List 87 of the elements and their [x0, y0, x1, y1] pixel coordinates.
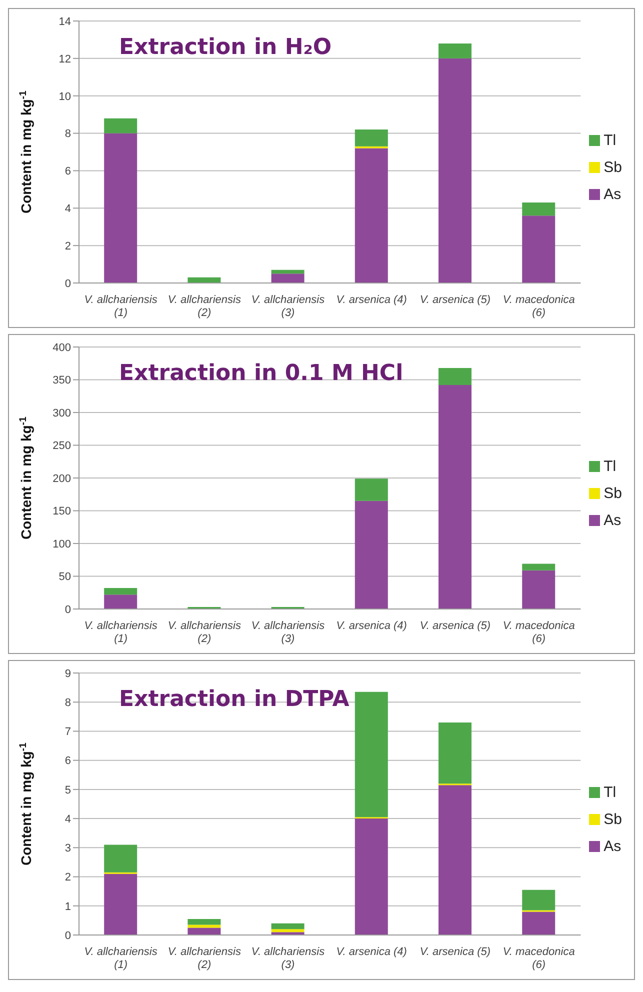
legend-label: Sb: [602, 810, 622, 828]
legend-label: As: [602, 512, 622, 528]
x-tick-label: V. allchariensis (2): [168, 946, 242, 971]
x-tick-label: V. allchariensis (3): [251, 620, 326, 645]
legend-label: Tl: [602, 132, 618, 148]
y-tick-label: 10: [58, 90, 71, 103]
legend-label: As: [602, 838, 622, 854]
bar: [354, 500, 388, 609]
x-tick-label: V. arsenica (4): [336, 946, 408, 958]
y-tick-label: 2: [64, 240, 71, 252]
y-tick-label: 2: [64, 872, 71, 884]
y-tick-label: 7: [64, 726, 71, 738]
text: Extraction in H₂O: [119, 35, 332, 60]
bar: [438, 722, 472, 784]
y-tick-label: 9: [64, 668, 71, 680]
bar: [438, 43, 472, 58]
x-tick-label: V. macedonica (6): [502, 294, 575, 319]
y-tick-label: 0: [64, 278, 71, 290]
y-tick-label: 12: [58, 53, 71, 66]
legend-label: Tl: [602, 458, 618, 474]
bar: [188, 928, 221, 935]
y-tick-label: 3: [64, 842, 71, 855]
y-tick-label: 4: [64, 813, 71, 826]
bar: [104, 844, 138, 872]
y-tick-label: 0: [64, 604, 71, 616]
bar: [438, 58, 472, 283]
bar: [104, 588, 138, 595]
bar: [271, 274, 304, 283]
x-tick-label: V. arsenica (4): [336, 294, 408, 306]
bar: [188, 918, 221, 925]
bar: [104, 133, 138, 283]
y-tick-label: 350: [52, 374, 71, 387]
bar: [354, 148, 388, 283]
y-tick-label: 150: [52, 506, 71, 518]
y-tick-label: 0: [64, 930, 71, 942]
y-tick-label: 4: [64, 203, 71, 216]
x-tick-label: V. allchariensis (2): [168, 294, 242, 319]
y-tick-label: 8: [64, 697, 71, 710]
bar: [522, 890, 556, 910]
bar: [438, 785, 472, 935]
x-tick-label: V. allchariensis (3): [251, 294, 326, 319]
x-tick-label: V. arsenica (4): [336, 620, 408, 632]
y-tick-label: 100: [52, 538, 71, 550]
bar: [354, 818, 388, 935]
bar: [522, 202, 556, 216]
x-tick-label: V. allchariensis (1): [84, 294, 158, 319]
bar: [104, 594, 138, 609]
bar: [104, 118, 138, 134]
y-tick-label: 200: [52, 472, 71, 485]
bar: [354, 692, 388, 818]
x-tick-label: V. allchariensis (2): [168, 620, 242, 645]
bar: [522, 570, 556, 609]
legend-label: Sb: [602, 158, 622, 176]
y-tick-label: 14: [58, 16, 71, 28]
bar: [438, 384, 472, 609]
bar: [354, 130, 388, 146]
bar: [522, 216, 556, 283]
legend-label: Tl: [602, 784, 618, 800]
bar: [438, 368, 472, 385]
y-tick-label: 250: [52, 440, 71, 452]
y-tick-label: 8: [64, 128, 71, 140]
x-tick-label: V. arsenica (5): [420, 946, 491, 958]
y-tick-label: 1: [64, 900, 71, 913]
x-tick-label: V. macedonica (6): [502, 620, 575, 645]
x-tick-label: V. allchariensis (3): [251, 946, 326, 971]
x-tick-label: V. macedonica (6): [502, 946, 575, 971]
x-tick-label: V. arsenica (5): [420, 294, 491, 306]
x-tick-label: V. allchariensis (1): [84, 620, 158, 645]
bar: [271, 929, 304, 932]
bar: [271, 270, 304, 274]
x-tick-label: V. allchariensis (1): [84, 946, 158, 971]
legend-label: As: [602, 186, 622, 202]
text: Extraction in DTPA: [119, 687, 350, 712]
bar: [104, 874, 138, 935]
y-tick-label: 400: [52, 342, 71, 354]
x-tick-label: V. arsenica (5): [420, 620, 491, 632]
text: Extraction in 0.1 M HCl: [119, 361, 404, 386]
bar: [522, 564, 556, 570]
bar: [522, 912, 556, 935]
y-tick-label: 6: [64, 755, 71, 768]
y-tick-label: 6: [64, 166, 71, 178]
y-tick-label: 5: [64, 784, 71, 796]
y-tick-label: 300: [52, 407, 71, 420]
legend-label: Sb: [602, 484, 622, 502]
bar: [271, 923, 304, 930]
y-tick-label: 50: [58, 571, 71, 584]
bar: [354, 478, 388, 501]
